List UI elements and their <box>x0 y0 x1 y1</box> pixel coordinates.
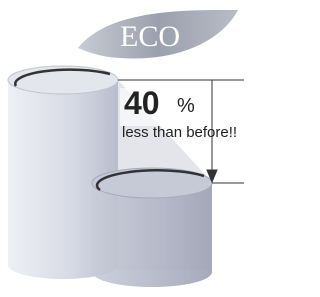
logo-label: ECO <box>120 20 180 53</box>
callout-text: less than before!! <box>122 124 237 141</box>
eco-illustration: ECO 40 % less than before!! <box>0 0 292 297</box>
callout-unit: % <box>177 95 195 117</box>
logo: ECO <box>78 10 238 58</box>
callout-value: 40 <box>124 85 160 121</box>
cylinder-body <box>92 183 212 287</box>
short-cylinder <box>92 168 212 287</box>
